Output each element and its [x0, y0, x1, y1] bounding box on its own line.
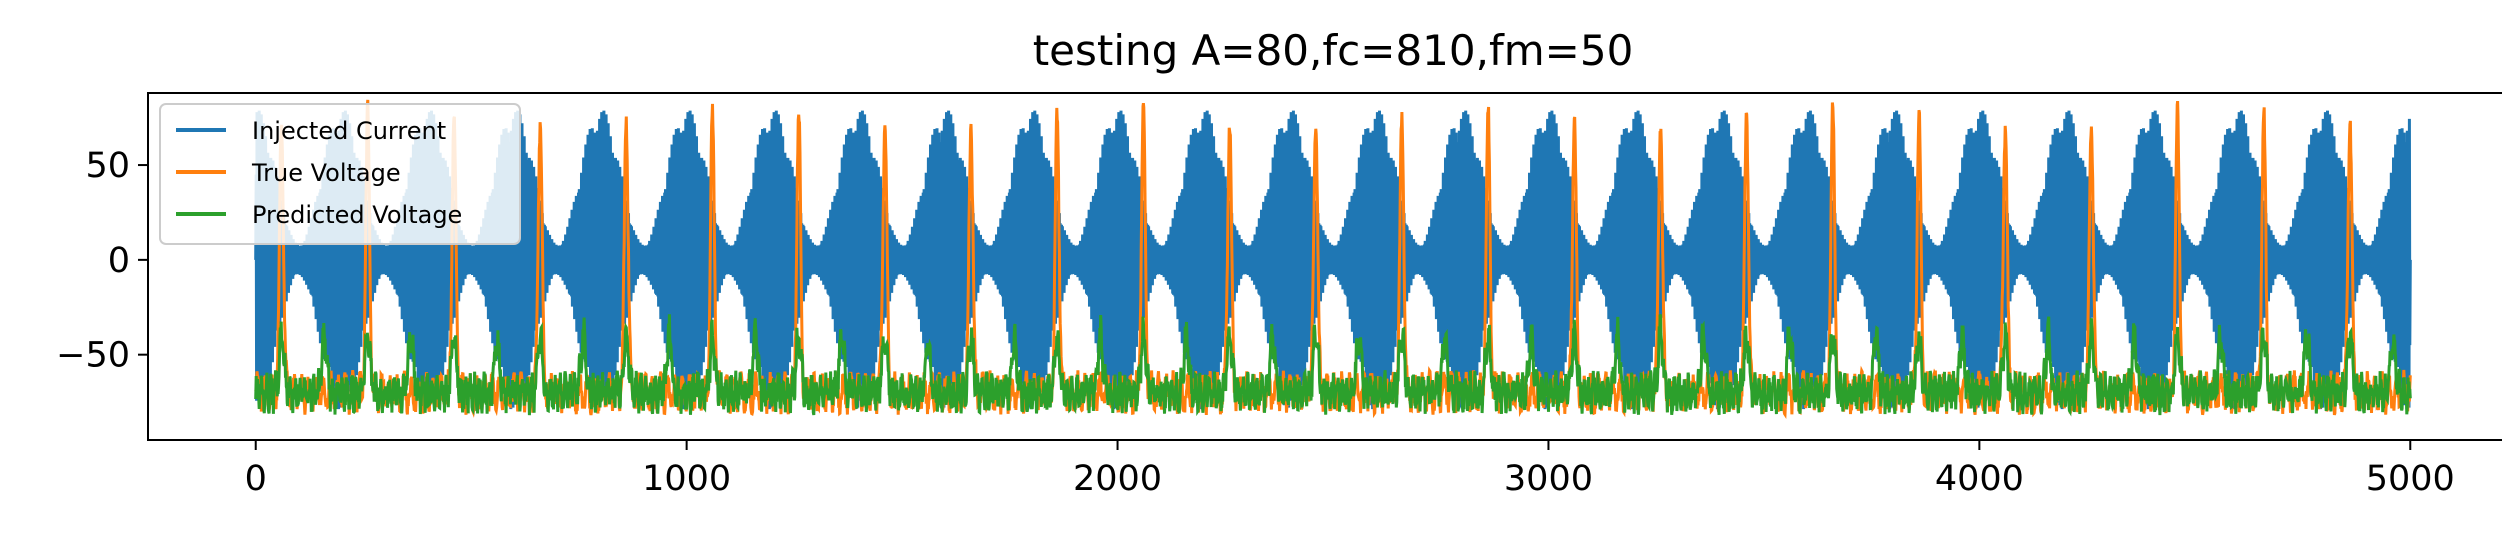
y-axis: −50 0 50 — [56, 146, 148, 376]
series-predicted-voltage — [254, 314, 2412, 417]
legend-items: Injected Current True Voltage Predicted Vo… — [176, 117, 462, 229]
x-tick-label: 5000 — [2366, 459, 2455, 499]
chart-title: testing A=80,fc=810,fm=50 — [1033, 26, 1634, 75]
x-tick-label: 4000 — [1935, 459, 2024, 499]
series-layer — [254, 99, 2412, 420]
x-tick-label: 2000 — [1073, 459, 1162, 499]
legend-label: Injected Current — [252, 117, 446, 145]
legend-box — [159, 103, 521, 245]
x-tick-label: 1000 — [642, 459, 731, 499]
y-tick-label: −50 — [56, 336, 130, 376]
y-tick-label: 0 — [108, 241, 130, 281]
series-injected-current — [254, 110, 2412, 410]
legend-label: True Voltage — [251, 159, 401, 187]
x-tick-label: 0 — [245, 459, 267, 499]
y-tick-label: 50 — [85, 146, 130, 186]
legend: Injected Current True Voltage Predicted Vo… — [159, 103, 521, 245]
plot-frame — [147, 92, 2502, 441]
plot-area — [254, 99, 2412, 420]
x-tick-label: 3000 — [1504, 459, 1593, 499]
x-axis: 0 1000 2000 3000 4000 5000 — [245, 440, 2455, 499]
legend-label: Predicted Voltage — [252, 201, 462, 229]
